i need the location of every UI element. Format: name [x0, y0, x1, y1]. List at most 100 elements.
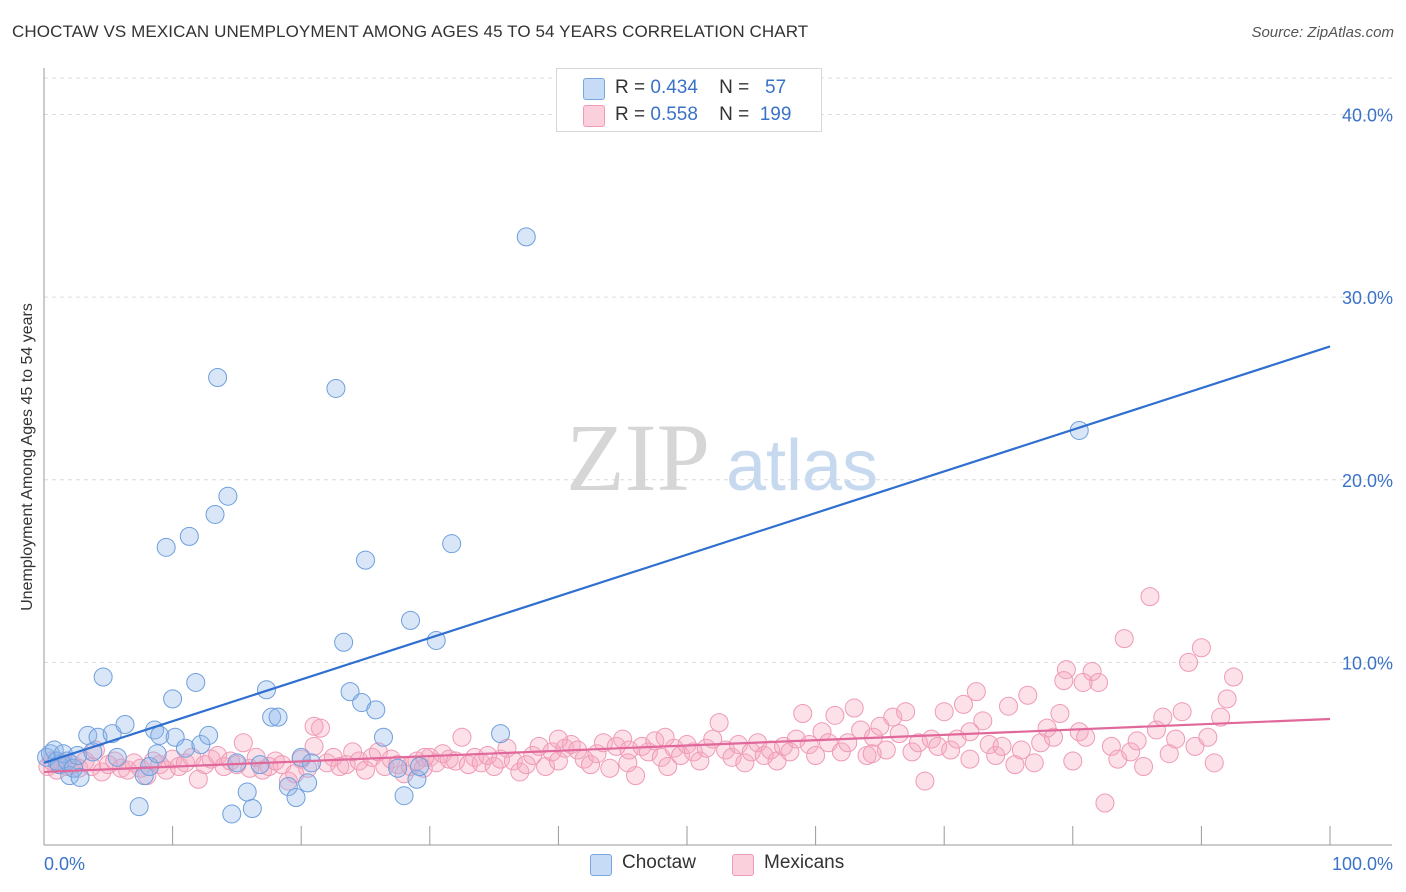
- mexicans-point: [618, 753, 638, 773]
- mexicans-point: [690, 751, 710, 771]
- mexicans-point: [908, 733, 928, 753]
- mexicans-point: [452, 727, 472, 747]
- mexicans-point: [304, 716, 324, 736]
- mexicans-point: [722, 747, 742, 767]
- mexicans-point: [600, 758, 620, 778]
- legend-r-value: 0.558: [650, 104, 698, 125]
- mexicans-point: [1018, 685, 1038, 705]
- mexicans-point: [889, 724, 909, 744]
- mexicans-point: [825, 705, 845, 725]
- mexicans-point: [163, 749, 183, 769]
- legend-n-label: N =: [719, 77, 750, 98]
- axes: [43, 68, 1392, 846]
- mexicans-point: [735, 753, 755, 773]
- mexicans-point: [953, 694, 973, 714]
- mexicans-point: [1011, 740, 1031, 760]
- watermark-zip: ZIP: [566, 404, 710, 511]
- choctaw-point: [262, 707, 282, 727]
- source-credit: Source: ZipAtlas.com: [1251, 24, 1394, 41]
- mexicans-point: [1153, 707, 1173, 727]
- choctaw-point: [93, 667, 113, 687]
- choctaw-point: [340, 682, 360, 702]
- mexicans-point: [818, 733, 838, 753]
- mexicans-point: [960, 749, 980, 769]
- mexicans-point: [1172, 702, 1192, 722]
- mexicans-point: [1127, 731, 1147, 751]
- mexicans-point: [510, 762, 530, 782]
- mexicans-swatch: [583, 105, 605, 127]
- mexicans-point: [1121, 742, 1141, 762]
- mexicans-point: [1089, 672, 1109, 692]
- mexicans-point: [992, 736, 1012, 756]
- x-tick-label: 100.0%: [1332, 854, 1393, 874]
- mexicans-point: [253, 760, 273, 780]
- y-tick-label: 20.0%: [1342, 471, 1393, 491]
- choctaw-point: [222, 804, 242, 824]
- y-tick-label: 10.0%: [1342, 653, 1393, 673]
- choctaw-point: [186, 672, 206, 692]
- mexicans-point: [870, 716, 890, 736]
- mexicans-point: [446, 751, 466, 771]
- mexicans-point: [548, 751, 568, 771]
- watermark-atlas: atlas: [726, 426, 878, 506]
- choctaw-point: [102, 724, 122, 744]
- y-tick-label: 30.0%: [1342, 288, 1393, 308]
- mexicans-point: [272, 755, 292, 775]
- mexicans-point: [786, 729, 806, 749]
- choctaw-point: [426, 630, 446, 650]
- choctaw-point: [410, 756, 430, 776]
- choctaw-point: [208, 367, 228, 387]
- mexicans-point: [317, 753, 337, 773]
- choctaw-point: [326, 378, 346, 398]
- legend-r-label: R =: [615, 77, 646, 98]
- mexicans-point: [999, 696, 1018, 716]
- mexicans-point: [1224, 667, 1244, 687]
- mexicans-point: [862, 744, 882, 764]
- choctaw-trend-line: [43, 345, 1331, 764]
- watermark: ZIP atlas: [566, 404, 878, 511]
- mexicans-point: [298, 758, 318, 778]
- bottom-legend-label: Mexicans: [764, 852, 845, 873]
- mexicans-point: [1211, 707, 1231, 727]
- mexicans-point: [973, 711, 993, 731]
- mexicans-point: [1185, 736, 1205, 756]
- mexicans-point: [1076, 727, 1096, 747]
- y-axis-label: Unemployment Among Ages 45 to 54 years: [19, 303, 36, 611]
- choctaw-point: [407, 769, 427, 789]
- mexicans-point: [780, 742, 800, 762]
- mexicans-point: [941, 740, 961, 760]
- choctaw-point: [250, 755, 270, 775]
- mexicans-point: [330, 756, 350, 776]
- choctaw-point: [115, 714, 135, 734]
- mexicans-point: [1166, 729, 1186, 749]
- mexicans-point: [1198, 727, 1218, 747]
- choctaw-point: [107, 747, 127, 767]
- mexicans-point: [1024, 753, 1044, 773]
- choctaw-point: [179, 526, 199, 546]
- mexicans-point: [934, 702, 954, 722]
- mexicans-point: [548, 729, 568, 749]
- legend-n-value: 199: [759, 104, 792, 125]
- choctaw-point: [491, 724, 511, 744]
- mexicans-point: [896, 702, 916, 722]
- choctaw-point: [516, 227, 536, 247]
- choctaw-point: [163, 689, 183, 709]
- mexicans-point: [1073, 672, 1093, 692]
- choctaw-point: [70, 767, 90, 787]
- mexicans-point: [606, 736, 626, 756]
- choctaw-point: [218, 486, 238, 506]
- choctaw-point: [388, 758, 408, 778]
- choctaw-point: [401, 610, 421, 630]
- mexicans-point: [1101, 736, 1121, 756]
- mexicans-point: [1056, 660, 1076, 680]
- mexicans-point: [1114, 629, 1134, 649]
- choctaw-point: [175, 738, 195, 758]
- mexicans-swatch: [732, 854, 754, 876]
- chart-title: CHOCTAW VS MEXICAN UNEMPLOYMENT AMONG AG…: [12, 22, 809, 41]
- mexicans-point: [883, 707, 903, 727]
- mexicans-point: [793, 704, 813, 724]
- mexicans-point: [1069, 722, 1089, 742]
- mexicans-point: [278, 771, 298, 791]
- mexicans-point: [915, 771, 935, 791]
- mexicans-point: [806, 746, 826, 766]
